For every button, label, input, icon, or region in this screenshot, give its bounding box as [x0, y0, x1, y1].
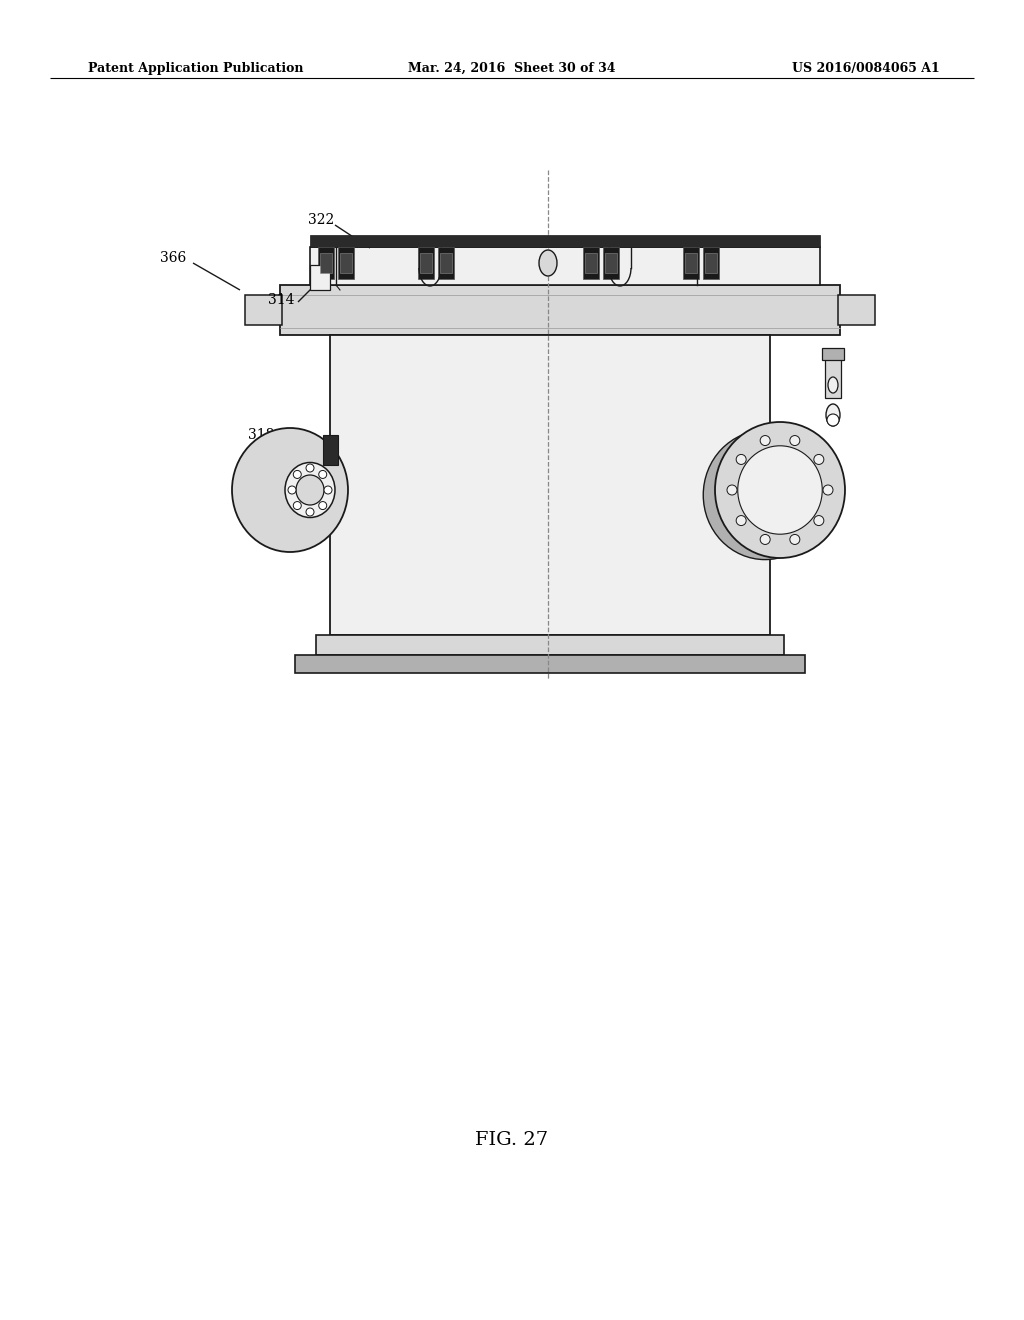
- Circle shape: [324, 486, 332, 494]
- Circle shape: [293, 502, 301, 510]
- Ellipse shape: [715, 422, 845, 558]
- Circle shape: [827, 414, 839, 426]
- Ellipse shape: [285, 462, 335, 517]
- Text: 314: 314: [268, 293, 295, 308]
- Bar: [295, 655, 805, 673]
- Circle shape: [790, 535, 800, 544]
- Circle shape: [318, 470, 327, 478]
- Circle shape: [823, 484, 833, 495]
- Circle shape: [790, 436, 800, 446]
- Ellipse shape: [828, 378, 838, 393]
- Bar: [822, 348, 844, 360]
- Circle shape: [814, 454, 824, 465]
- Circle shape: [318, 502, 327, 510]
- Circle shape: [306, 465, 314, 473]
- Circle shape: [288, 486, 296, 494]
- Circle shape: [736, 454, 746, 465]
- Bar: [418, 247, 434, 279]
- Ellipse shape: [737, 446, 822, 535]
- Text: 318: 318: [248, 428, 274, 442]
- Bar: [420, 253, 432, 273]
- Text: FIG. 27: FIG. 27: [475, 1131, 549, 1148]
- Bar: [330, 335, 770, 635]
- Text: US 2016/0084065 A1: US 2016/0084065 A1: [793, 62, 940, 75]
- Circle shape: [814, 516, 824, 525]
- Text: 322: 322: [308, 213, 334, 227]
- Bar: [703, 247, 719, 279]
- Bar: [319, 253, 332, 273]
- Circle shape: [736, 516, 746, 525]
- Ellipse shape: [232, 428, 348, 552]
- Bar: [340, 253, 352, 273]
- Bar: [338, 247, 354, 279]
- Text: Mar. 24, 2016  Sheet 30 of 34: Mar. 24, 2016 Sheet 30 of 34: [409, 62, 615, 75]
- Bar: [310, 265, 330, 290]
- Bar: [323, 436, 338, 465]
- Bar: [310, 247, 820, 285]
- Bar: [310, 235, 820, 247]
- Circle shape: [760, 535, 770, 544]
- Bar: [245, 294, 282, 325]
- Ellipse shape: [703, 430, 826, 560]
- Bar: [603, 247, 618, 279]
- Circle shape: [760, 436, 770, 446]
- Bar: [438, 247, 454, 279]
- Ellipse shape: [539, 249, 557, 276]
- Bar: [440, 253, 452, 273]
- Bar: [585, 253, 597, 273]
- Bar: [705, 253, 717, 273]
- Ellipse shape: [826, 404, 840, 426]
- Bar: [290, 459, 330, 521]
- Bar: [685, 253, 697, 273]
- Bar: [280, 285, 840, 335]
- Bar: [583, 247, 599, 279]
- Text: Patent Application Publication: Patent Application Publication: [88, 62, 303, 75]
- Ellipse shape: [296, 475, 324, 506]
- Circle shape: [727, 484, 737, 495]
- Circle shape: [293, 470, 301, 478]
- Bar: [318, 247, 334, 279]
- Text: 366: 366: [160, 251, 186, 265]
- Bar: [605, 253, 617, 273]
- Bar: [683, 247, 699, 279]
- Bar: [838, 294, 874, 325]
- Bar: [825, 358, 841, 399]
- Bar: [316, 635, 784, 655]
- Circle shape: [306, 508, 314, 516]
